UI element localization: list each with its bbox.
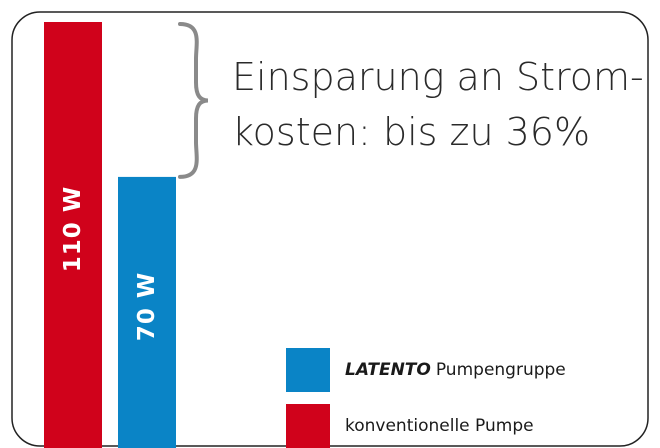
legend-label: LATENTO Pumpengruppe — [345, 360, 566, 380]
legend-label-part: Pumpengruppe — [436, 360, 566, 380]
annotation-line: kosten: bis zu 36% — [232, 110, 590, 154]
legend-label: konventionelle Pumpe — [345, 416, 534, 436]
value-label: 110 W — [60, 186, 86, 272]
annotation-line: Einsparung an Strom- — [232, 55, 644, 99]
legend-label-part: LATENTO — [345, 360, 431, 380]
bar — [44, 22, 102, 448]
legend-swatch — [286, 348, 330, 392]
bar — [118, 176, 176, 448]
legend-swatch — [286, 404, 330, 448]
legend-label-part: konventionelle Pumpe — [345, 416, 534, 436]
brace — [178, 22, 209, 179]
value-label: 70 W — [134, 272, 160, 341]
